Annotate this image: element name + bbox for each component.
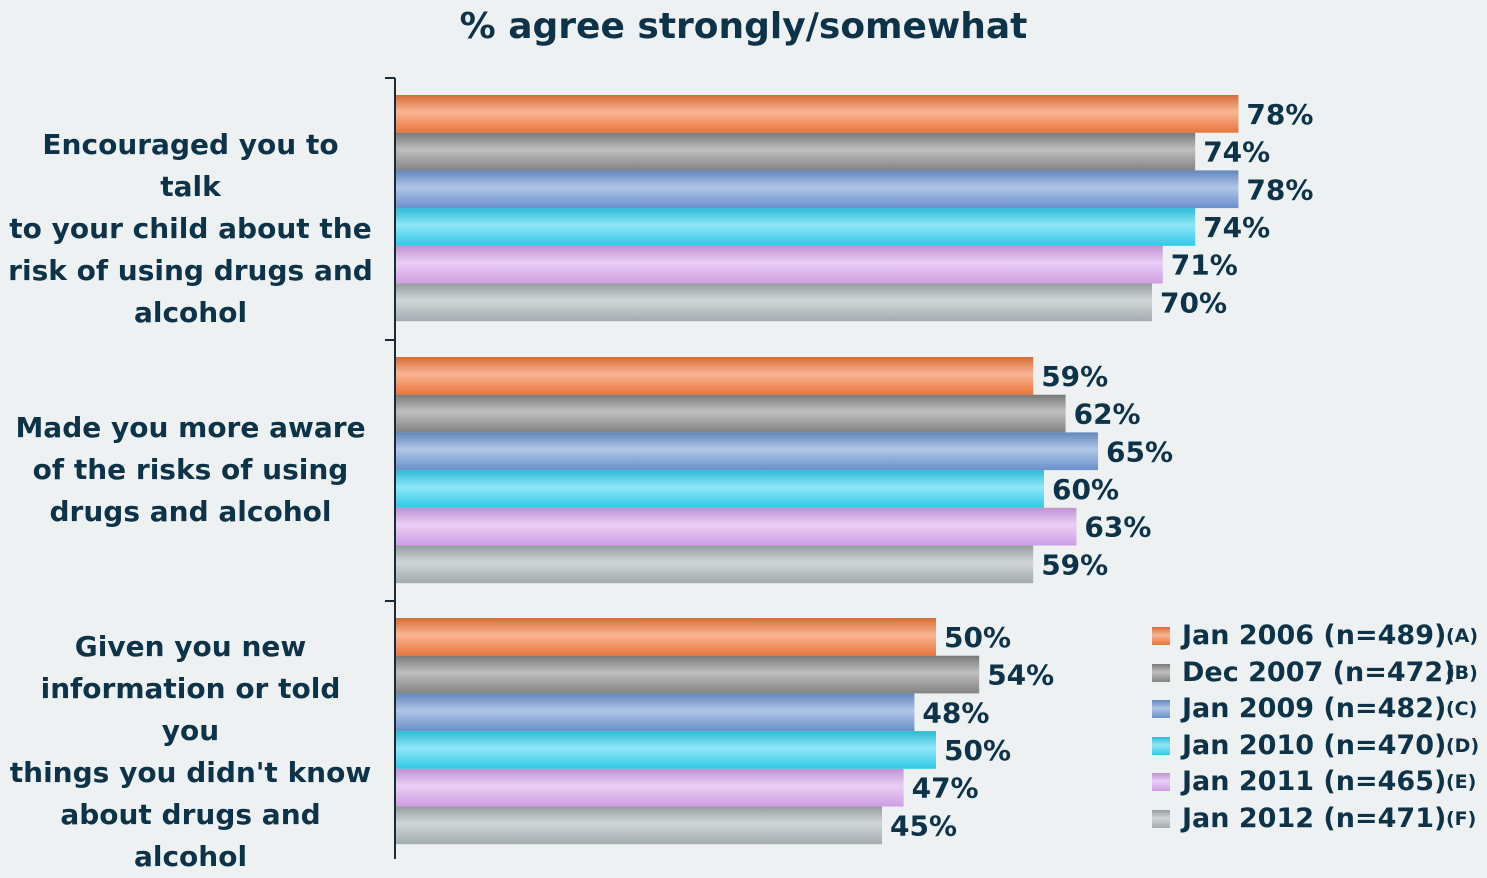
category-label-line: alcohol bbox=[133, 296, 248, 330]
legend-swatch bbox=[1152, 700, 1170, 719]
category-label-line: risk of using drugs and bbox=[8, 254, 373, 288]
value-label: 78% bbox=[1246, 173, 1313, 206]
bar bbox=[396, 470, 1044, 508]
legend-label: Dec 2007 (n=472) bbox=[1182, 656, 1456, 688]
chart-title: % agree strongly/somewhat bbox=[459, 6, 1028, 47]
value-label: 50% bbox=[944, 621, 1011, 654]
bar bbox=[396, 507, 1077, 546]
value-label: 63% bbox=[1084, 511, 1151, 544]
legend-item: Jan 2011 (n=465) (E) bbox=[1152, 764, 1487, 801]
value-label: 74% bbox=[1203, 136, 1270, 169]
legend-label: Jan 2006 (n=489) bbox=[1182, 620, 1447, 651]
value-label: 45% bbox=[890, 809, 957, 842]
legend-item: Jan 2006 (n=489) (A) bbox=[1152, 618, 1487, 655]
legend-code: (F) bbox=[1446, 807, 1477, 830]
legend-swatch bbox=[1152, 773, 1170, 792]
legend: Jan 2006 (n=489) (A) Dec 2007 (n=472) (B) Ja… bbox=[1152, 618, 1487, 838]
legend-code: (B) bbox=[1446, 661, 1478, 684]
legend-label: Jan 2010 (n=470) bbox=[1182, 729, 1447, 761]
legend-label: Jan 2012 (n=471) bbox=[1182, 802, 1447, 834]
value-label: 54% bbox=[987, 659, 1054, 692]
category-label-line: Encouraged you to talk bbox=[42, 128, 339, 204]
category-label-line: about drugs and bbox=[60, 798, 321, 832]
bar bbox=[396, 731, 936, 769]
bar bbox=[396, 95, 1239, 133]
legend-code: (D) bbox=[1446, 734, 1480, 757]
category-label-line: information or told you bbox=[40, 672, 341, 748]
bar bbox=[396, 208, 1196, 246]
legend-swatch bbox=[1152, 627, 1170, 645]
legend-swatch bbox=[1152, 663, 1170, 682]
bar bbox=[396, 768, 904, 807]
category-label: Made you more aware of the risks of using… bbox=[8, 407, 373, 533]
category-label-line: drugs and alcohol bbox=[49, 495, 332, 529]
legend-code: (E) bbox=[1446, 771, 1477, 794]
value-label: 62% bbox=[1074, 398, 1141, 431]
value-label: 59% bbox=[1041, 360, 1108, 393]
plot-area: 78% 74% 78% 74% 71% 70% 59% 62% 65% 60% 63% 59% 50% 5… bbox=[385, 77, 1313, 859]
chart: % agree strongly/somewhat 78% 74% 78% 74% 71… bbox=[8, 6, 1487, 873]
bar bbox=[396, 655, 980, 694]
category-label-line: Given you new bbox=[74, 630, 307, 664]
value-label: 74% bbox=[1203, 211, 1270, 244]
value-label: 47% bbox=[912, 772, 979, 805]
value-label: 48% bbox=[922, 696, 989, 729]
legend-label: Jan 2009 (n=482) bbox=[1182, 693, 1447, 725]
legend-item: Jan 2012 (n=471) (F) bbox=[1152, 801, 1487, 838]
bar bbox=[396, 693, 915, 732]
legend-code: (A) bbox=[1446, 625, 1479, 647]
bar bbox=[396, 132, 1196, 171]
bar bbox=[396, 394, 1066, 433]
value-label: 78% bbox=[1246, 98, 1313, 131]
value-label: 60% bbox=[1052, 473, 1119, 506]
legend-item: Jan 2010 (n=470) (D) bbox=[1152, 728, 1487, 765]
category-label: Encouraged you to talk to your child abou… bbox=[8, 124, 373, 334]
category-label: Given you new information or told you thin… bbox=[8, 626, 373, 878]
value-label: 50% bbox=[944, 734, 1011, 767]
category-label-line: alcohol bbox=[133, 840, 248, 874]
value-label: 65% bbox=[1106, 435, 1173, 468]
bar bbox=[396, 618, 936, 656]
category-label-line: Made you more aware bbox=[15, 411, 366, 445]
bar bbox=[396, 806, 882, 845]
legend-label: Jan 2011 (n=465) bbox=[1182, 766, 1447, 798]
legend-swatch bbox=[1152, 809, 1170, 828]
bar bbox=[396, 357, 1034, 395]
legend-code: (C) bbox=[1446, 698, 1478, 721]
legend-item: Jan 2009 (n=482) (C) bbox=[1152, 691, 1487, 728]
value-label: 71% bbox=[1171, 249, 1238, 282]
bar bbox=[396, 245, 1163, 284]
category-label-line: of the risks of using bbox=[32, 453, 349, 487]
bar bbox=[396, 283, 1152, 322]
legend-swatch bbox=[1152, 736, 1170, 755]
bar bbox=[396, 170, 1239, 209]
category-label-line: things you didn't know bbox=[9, 756, 372, 790]
value-label: 70% bbox=[1160, 286, 1227, 319]
category-label-line: to your child about the bbox=[9, 212, 372, 246]
value-label: 59% bbox=[1041, 548, 1108, 581]
bar bbox=[396, 432, 1098, 471]
legend-item: Dec 2007 (n=472) (B) bbox=[1152, 655, 1487, 692]
bar bbox=[396, 545, 1034, 584]
